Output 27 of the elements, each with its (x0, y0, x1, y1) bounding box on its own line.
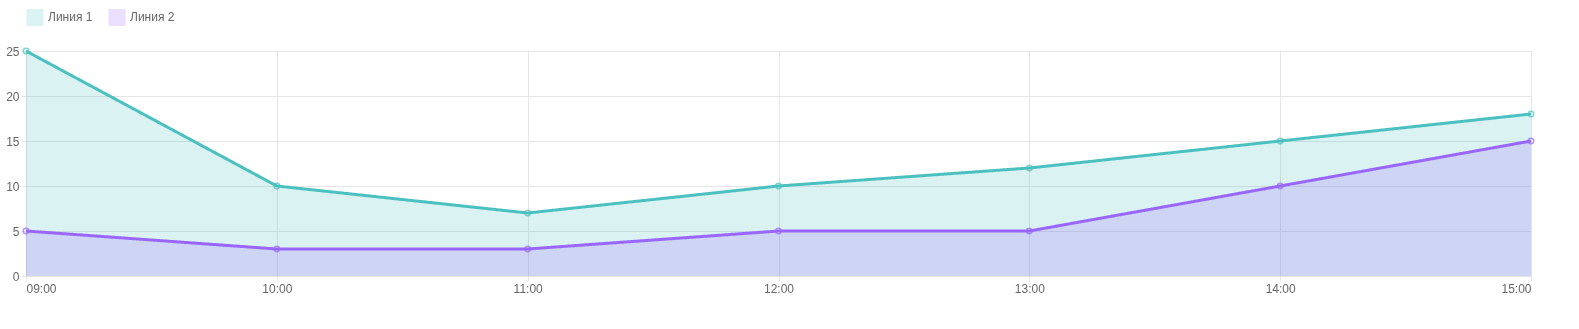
x-tick-label: 13:00 (1014, 281, 1046, 296)
point (1527, 137, 1535, 145)
x-tick-label: 09:00 (26, 281, 57, 296)
point (524, 245, 532, 253)
point (775, 227, 782, 235)
point (1025, 227, 1033, 235)
y-tick-label: 5 (12, 224, 20, 239)
legend-label: Линия 1 (48, 10, 93, 25)
point (1527, 110, 1535, 118)
y-tick-label: 20 (6, 89, 20, 104)
point (1276, 182, 1284, 190)
x-tick-label: 15:00 (1501, 281, 1532, 296)
x-tick-label: 12:00 (763, 281, 795, 296)
y-tick-label: 15 (6, 134, 20, 149)
x-tick-label: 10:00 (262, 281, 293, 296)
x-tick-label: 11:00 (513, 281, 544, 296)
legend-label: Линия 2 (130, 10, 175, 25)
point (775, 182, 782, 190)
y-tick-label: 0 (12, 269, 20, 284)
x-tick-label: 14:00 (1265, 281, 1297, 296)
y-tick-label: 25 (6, 44, 20, 59)
point (1025, 164, 1033, 172)
y-tick-label: 10 (6, 179, 20, 194)
point (273, 245, 281, 253)
point (524, 209, 532, 217)
point (273, 182, 281, 190)
point (1276, 137, 1284, 145)
